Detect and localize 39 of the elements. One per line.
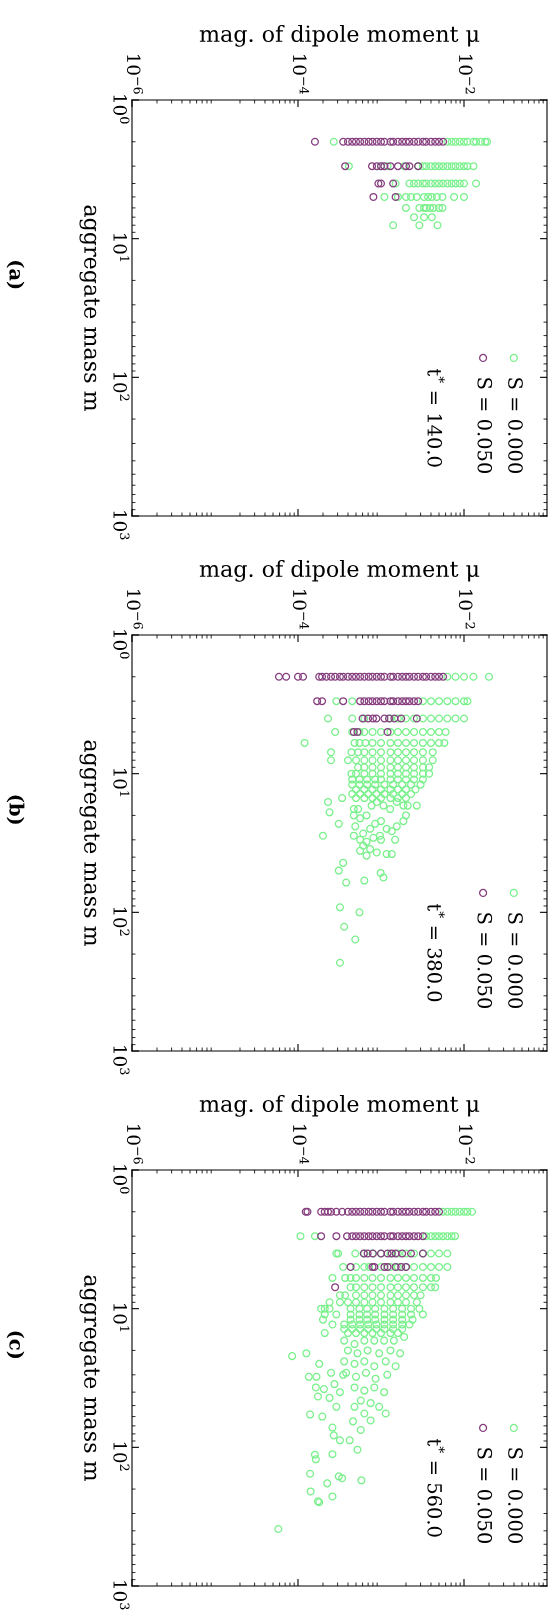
x-axis-title: mag. of dipole moment μ	[199, 1094, 480, 1117]
y-tick-label: 10$^{3}$	[113, 1046, 130, 1075]
y-axis-title: aggregate mass m	[79, 740, 100, 947]
y-tick-label: 10$^{3}$	[113, 1581, 130, 1610]
x-tick-label: 10$^{−4}$	[292, 1125, 310, 1165]
x-tick-label: 10$^{−4}$	[292, 55, 310, 95]
annotation: t$^{*}$ = 560.0	[427, 1438, 445, 1537]
text: (c)	[6, 1331, 25, 1358]
y-tick-label: 10$^{0}$	[113, 630, 130, 659]
legend-label: S = 0.050	[477, 913, 493, 1008]
y-tick-label: 10$^{1}$	[113, 234, 130, 262]
x-tick-label: 10$^{−6}$	[126, 55, 144, 94]
legend-label: S = 0.000	[508, 1448, 523, 1543]
legend-label: S = 0.050	[477, 378, 493, 473]
y-tick-label: 10$^{1}$	[113, 769, 130, 797]
y-tick-label: 10$^{2}$	[113, 1442, 130, 1471]
x-axis-title: mag. of dipole moment μ	[199, 24, 480, 47]
y-tick-label: 10$^{1}$	[113, 1304, 130, 1332]
legend-label: S = 0.000	[508, 913, 523, 1008]
x-tick-label: 10$^{−6}$	[126, 1125, 144, 1164]
annotation: t$^{*}$ = 140.0	[427, 368, 445, 467]
x-axis-title: mag. of dipole moment μ	[199, 559, 480, 582]
y-axis-title: aggregate mass m	[79, 1275, 100, 1482]
x-tick-label: 10$^{−2}$	[458, 1125, 476, 1164]
text: (b)	[6, 795, 25, 824]
annotation: t$^{*}$ = 380.0	[427, 903, 445, 1002]
x-tick-label: 10$^{−6}$	[126, 590, 144, 629]
x-tick-label: 10$^{−2}$	[458, 55, 476, 94]
y-tick-label: 10$^{3}$	[113, 511, 130, 540]
y-axis-title: aggregate mass m	[79, 205, 100, 412]
x-tick-label: 10$^{−4}$	[292, 590, 310, 630]
y-tick-label: 10$^{2}$	[113, 907, 130, 936]
y-tick-label: 10$^{2}$	[113, 372, 130, 401]
x-tick-label: 10$^{−2}$	[458, 590, 476, 629]
y-tick-label: 10$^{0}$	[113, 95, 130, 124]
legend-label: S = 0.050	[477, 1448, 493, 1543]
y-tick-label: 10$^{0}$	[113, 1165, 130, 1194]
legend-label: S = 0.000	[508, 378, 523, 473]
text: (a)	[6, 261, 25, 289]
